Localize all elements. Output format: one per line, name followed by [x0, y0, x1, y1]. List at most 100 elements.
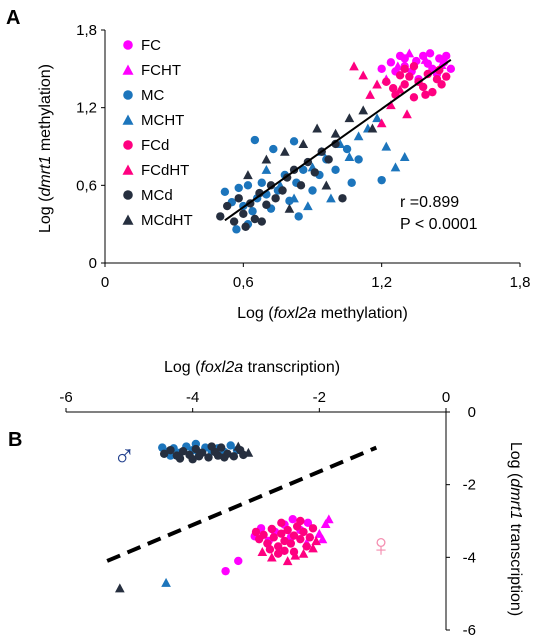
- data-point: [342, 144, 352, 154]
- legend-label: FCHT: [141, 62, 181, 79]
- legend-label: FCd: [141, 137, 169, 154]
- data-point: [338, 194, 347, 203]
- data-point: [250, 135, 260, 145]
- legend-marker: [122, 114, 134, 125]
- y-tick-label: 1,8: [76, 22, 97, 39]
- data-point: [372, 79, 382, 89]
- data-point: [250, 214, 260, 224]
- data-point: [280, 536, 289, 546]
- data-point: [420, 54, 431, 64]
- data-point: [446, 64, 456, 74]
- data-point: [241, 222, 250, 231]
- data-point: [286, 539, 296, 548]
- data-point: [166, 445, 175, 455]
- data-point: [303, 518, 313, 528]
- data-point: [232, 225, 241, 234]
- data-point: [243, 447, 254, 457]
- stat-annotation: r =0.899: [400, 194, 459, 211]
- data-point: [402, 109, 412, 119]
- data-point: [317, 534, 328, 544]
- y-tick-label: -6: [463, 622, 476, 639]
- data-point: [308, 186, 317, 195]
- legend-label: FC: [141, 37, 161, 54]
- data-point: [388, 84, 398, 93]
- data-point: [367, 123, 378, 133]
- data-point: [159, 449, 169, 458]
- data-point: [194, 452, 204, 461]
- data-point: [349, 61, 359, 71]
- data-point: [312, 123, 322, 133]
- data-point: [298, 139, 309, 149]
- data-point: [248, 207, 257, 216]
- data-point: [229, 217, 239, 226]
- data-point: [386, 58, 396, 67]
- data-point: [277, 518, 286, 528]
- data-point: [273, 549, 283, 558]
- legend-label: MCdHT: [141, 212, 193, 229]
- x-axis-title: Log (foxl2a methylation): [237, 305, 408, 322]
- y-axis-title: Log (dmrt1 methylation): [37, 64, 54, 233]
- data-point: [308, 543, 318, 553]
- data-point: [347, 178, 356, 187]
- data-point: [191, 444, 201, 454]
- x-tick-label: 0,6: [233, 274, 254, 291]
- data-point: [299, 527, 308, 537]
- data-point: [283, 525, 292, 535]
- data-point: [437, 80, 446, 89]
- data-point: [331, 139, 340, 149]
- data-point: [303, 201, 313, 211]
- data-point: [243, 170, 253, 180]
- stat-annotation: P < 0.0001: [400, 216, 478, 233]
- legend-marker: [122, 214, 134, 225]
- data-point: [321, 180, 332, 190]
- data-point: [299, 165, 308, 174]
- data-point: [399, 152, 410, 161]
- data-point: [294, 212, 303, 221]
- data-point: [188, 455, 197, 464]
- x-tick-label: 1,8: [510, 274, 531, 291]
- data-point: [308, 524, 318, 533]
- data-point: [377, 64, 386, 74]
- data-point: [421, 90, 430, 99]
- data-point: [220, 453, 229, 462]
- data-point: [376, 118, 387, 128]
- data-point: [331, 165, 340, 174]
- data-point: [257, 178, 266, 187]
- data-point: [390, 162, 401, 172]
- y-tick-label: 0,6: [76, 177, 97, 194]
- data-point: [229, 452, 239, 461]
- data-point: [324, 155, 333, 164]
- data-point: [234, 194, 243, 203]
- data-point: [311, 536, 321, 546]
- data-point: [234, 556, 243, 566]
- legend: FC FCHT MC MCHT FCd FCdHT MCd MCdHT: [122, 37, 193, 229]
- data-point: [271, 194, 280, 203]
- data-point: [216, 212, 225, 221]
- data-point: [305, 533, 315, 542]
- data-point: [296, 516, 305, 526]
- data-point: [261, 154, 272, 164]
- data-point: [239, 209, 248, 219]
- data-point: [425, 49, 435, 58]
- data-point: [284, 203, 295, 213]
- data-point: [221, 566, 230, 576]
- data-point: [207, 442, 216, 451]
- data-point: [259, 530, 268, 540]
- legend-label: MCd: [141, 187, 173, 204]
- data-point: [257, 547, 268, 556]
- data-point: [442, 72, 451, 81]
- data-points-b: [115, 439, 334, 593]
- panel-label-b: B: [8, 429, 22, 451]
- legend-marker: [123, 190, 133, 200]
- x-tick-label: 0: [101, 274, 109, 291]
- data-point: [344, 113, 355, 123]
- x-tick-label: -2: [313, 389, 326, 406]
- data-point: [216, 443, 226, 452]
- y-axis-title: Log (dmrt1 transcription): [507, 442, 524, 616]
- data-point: [428, 87, 437, 97]
- data-point: [233, 441, 244, 451]
- data-point: [358, 105, 369, 115]
- data-point: [442, 51, 451, 61]
- data-point: [277, 529, 286, 538]
- data-point: [372, 113, 382, 123]
